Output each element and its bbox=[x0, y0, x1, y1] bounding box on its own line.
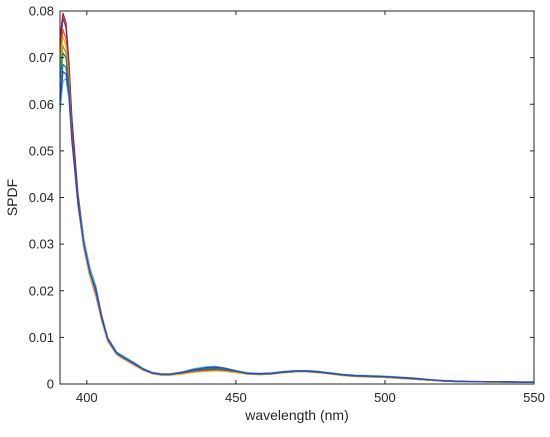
x-axis-label: wavelength (nm) bbox=[244, 407, 349, 423]
plot-background bbox=[60, 11, 534, 384]
y-tick-label-9: 0.08 bbox=[29, 4, 54, 19]
y-tick-label-8: 0.07 bbox=[29, 50, 54, 65]
series-line-9 bbox=[59, 71, 534, 383]
y-tick-label-3: 0.02 bbox=[29, 283, 54, 298]
x-tick-label-4: 550 bbox=[523, 390, 545, 405]
y-tick-label-1: 0 bbox=[47, 377, 54, 392]
y-tick-label-6: 0.05 bbox=[29, 143, 54, 158]
y-tick-label-7: 0.06 bbox=[29, 97, 54, 112]
y-axis-label: SPDF bbox=[4, 179, 20, 216]
x-tick-label-2: 450 bbox=[225, 390, 247, 405]
x-tick-label-3: 500 bbox=[374, 390, 396, 405]
x-tick-label-1: 400 bbox=[76, 390, 98, 405]
tick-layer: 400 450 500 550 0 0.01 0.02 0.03 0.04 0.05 0.06 0.0… bbox=[29, 4, 545, 406]
y-tick-label-4: 0.03 bbox=[29, 237, 54, 252]
y-tick-label-5: 0.04 bbox=[29, 190, 54, 205]
series-layer bbox=[59, 12, 534, 383]
y-tick-label-2: 0.01 bbox=[29, 330, 54, 345]
